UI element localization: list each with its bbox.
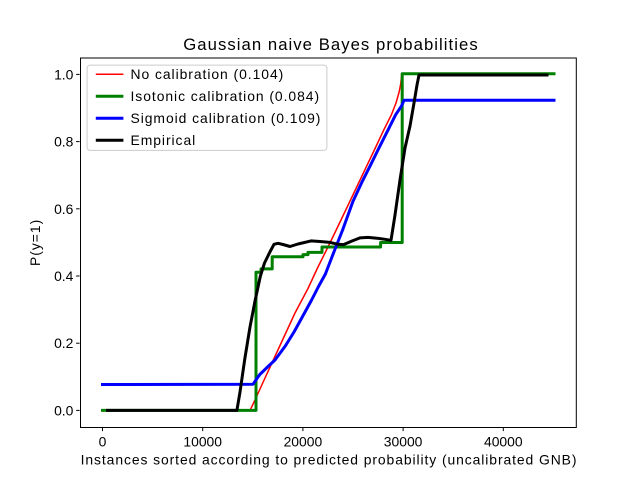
svg-text:10000: 10000 (183, 434, 222, 450)
svg-text:0.6: 0.6 (54, 201, 74, 217)
svg-text:Instances sorted according to: Instances sorted according to predicted … (81, 451, 578, 467)
svg-text:Isotonic calibration (0.084): Isotonic calibration (0.084) (131, 88, 321, 104)
svg-text:0.8: 0.8 (54, 134, 74, 150)
svg-text:No calibration (0.104): No calibration (0.104) (131, 66, 285, 82)
svg-text:0.4: 0.4 (54, 268, 74, 284)
svg-text:20000: 20000 (284, 434, 323, 450)
svg-text:0: 0 (99, 434, 107, 450)
svg-text:Gaussian naive Bayes probabili: Gaussian naive Bayes probabilities (183, 35, 478, 54)
svg-text:Sigmoid calibration (0.109): Sigmoid calibration (0.109) (131, 110, 322, 126)
svg-text:Empirical: Empirical (131, 132, 197, 148)
svg-text:30000: 30000 (384, 434, 423, 450)
svg-text:0.0: 0.0 (54, 402, 74, 418)
svg-text:1.0: 1.0 (54, 66, 74, 82)
svg-text:40000: 40000 (484, 434, 523, 450)
svg-text:0.2: 0.2 (54, 335, 74, 351)
svg-text:P(y=1): P(y=1) (27, 219, 43, 266)
